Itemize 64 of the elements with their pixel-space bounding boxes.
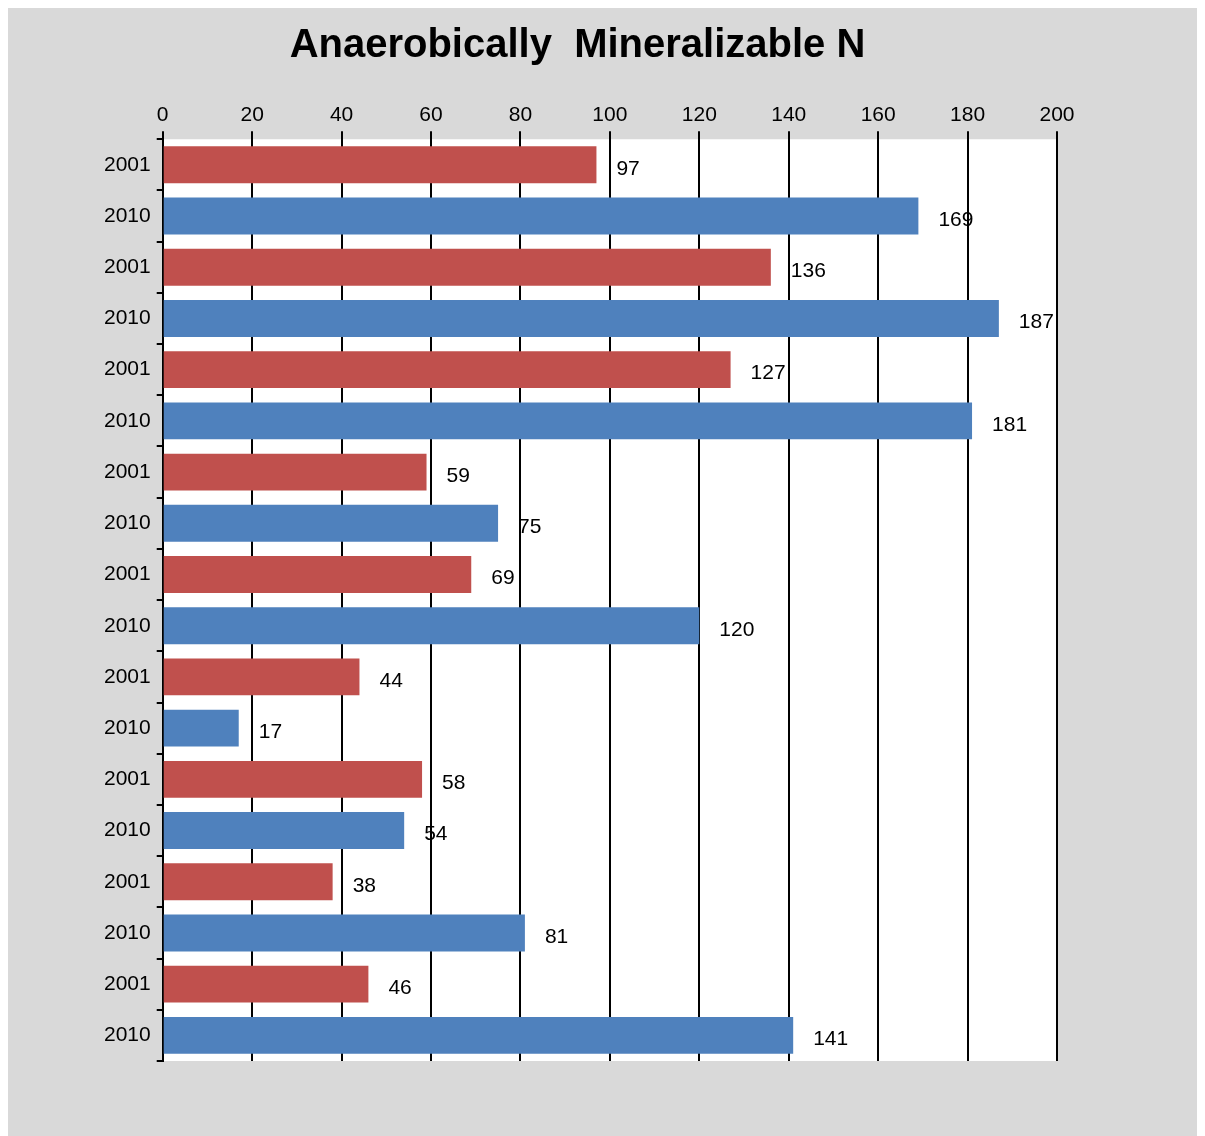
data-label: 17: [258, 718, 283, 742]
bar: [163, 504, 499, 542]
bar: [163, 197, 919, 235]
data-label: 181: [992, 411, 1028, 435]
chart-title: Anaerobically Mineralizable N: [289, 21, 866, 66]
data-label: 38: [352, 872, 376, 896]
y-tick-label: 2001: [104, 254, 151, 278]
x-tick-label: 160: [860, 102, 896, 126]
data-label: 59: [446, 462, 470, 486]
bar: [163, 658, 360, 696]
bar: [163, 760, 423, 798]
data-label: 44: [379, 667, 404, 691]
bar: [163, 965, 369, 1003]
y-tick-label: 2010: [104, 407, 151, 431]
x-tick-label: 120: [681, 102, 717, 126]
data-label: 75: [518, 514, 542, 538]
x-tick-label: 100: [592, 102, 628, 126]
bar: [163, 1016, 794, 1054]
y-tick-label: 2010: [104, 305, 151, 329]
x-tick-label: 60: [419, 102, 443, 126]
bar: [163, 351, 731, 389]
y-tick-label: 2010: [104, 714, 151, 738]
y-tick-label: 2010: [104, 817, 151, 841]
y-tick-label: 2001: [104, 868, 151, 892]
data-label: 187: [1018, 309, 1054, 333]
y-tick-label: 2010: [104, 919, 151, 943]
y-tick-label: 2010: [104, 1022, 151, 1046]
x-tick-label: 0: [156, 102, 169, 126]
y-tick-label: 2001: [104, 766, 151, 790]
bar: [163, 863, 333, 901]
bar: [163, 402, 973, 440]
data-label: 69: [491, 565, 515, 589]
data-label: 97: [616, 155, 640, 179]
x-tick-label: 40: [329, 102, 354, 126]
bar: [163, 914, 525, 952]
bar: [163, 709, 239, 747]
bar: [163, 812, 405, 849]
data-label: 58: [442, 770, 466, 794]
bar: [163, 146, 597, 184]
y-tick-label: 2001: [104, 970, 151, 994]
y-tick-label: 2001: [104, 663, 151, 687]
data-label: 46: [388, 974, 412, 998]
bar: [163, 300, 999, 337]
bar: [163, 453, 427, 491]
x-tick-label: 80: [508, 102, 533, 126]
x-tick-label: 200: [1039, 102, 1075, 126]
x-tick-label: 180: [950, 102, 986, 126]
bar: [163, 556, 472, 593]
bar: [163, 248, 771, 286]
data-label: 81: [544, 923, 569, 947]
data-label: 136: [790, 258, 826, 282]
y-tick-label: 2001: [104, 356, 151, 380]
data-label: 127: [750, 360, 786, 384]
y-tick-label: 2010: [104, 202, 151, 226]
data-label: 120: [719, 616, 755, 640]
y-tick-label: 2010: [104, 510, 151, 534]
y-tick-label: 2001: [104, 458, 151, 482]
bar: [163, 607, 700, 645]
y-tick-label: 2001: [104, 151, 151, 175]
x-tick-label: 20: [240, 102, 264, 126]
data-label: 141: [813, 1026, 849, 1050]
x-tick-label: 140: [771, 102, 807, 126]
y-tick-label: 2001: [104, 561, 151, 585]
y-tick-label: 2010: [104, 612, 151, 636]
